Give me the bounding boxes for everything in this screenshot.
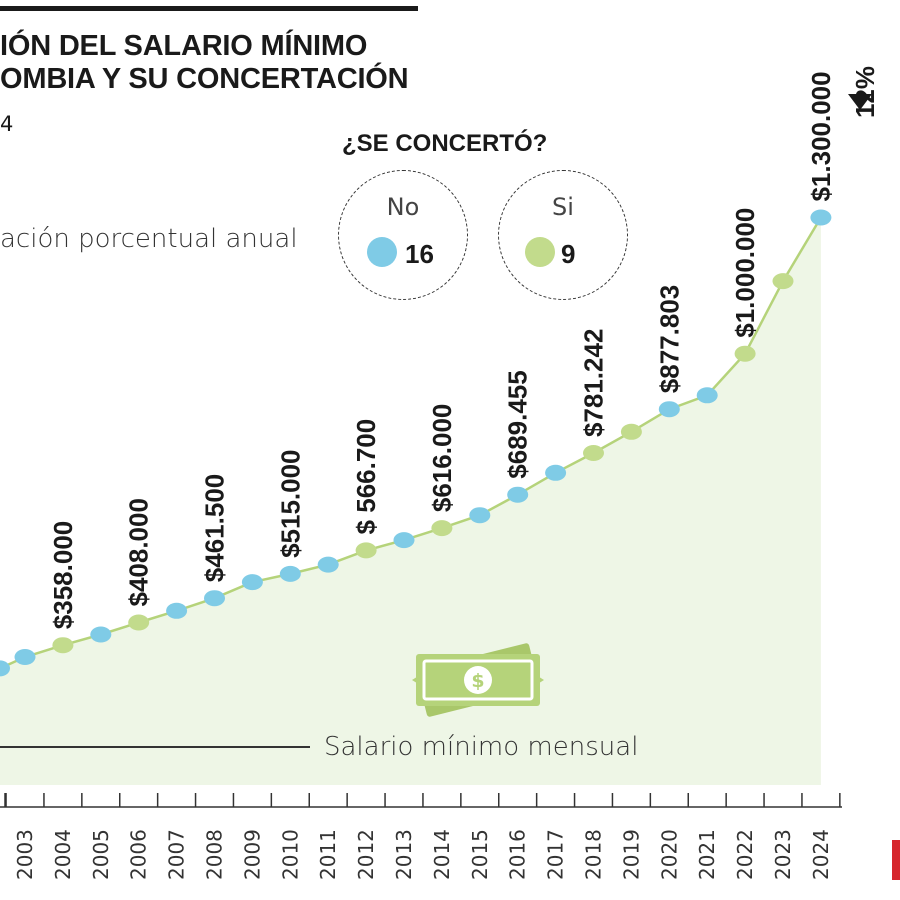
data-label: $616.000 — [427, 404, 457, 512]
data-point — [431, 520, 453, 537]
x-tick-label: 2007 — [165, 829, 189, 880]
publisher-logo — [892, 840, 900, 880]
data-point — [355, 542, 377, 559]
data-point — [279, 565, 301, 582]
data-point — [0, 660, 10, 677]
data-point — [90, 626, 112, 643]
x-tick-label: 2018 — [582, 829, 606, 880]
x-tick-label: 2011 — [316, 829, 340, 880]
x-tick-label: 2016 — [506, 829, 530, 880]
x-tick-label: 2024 — [809, 829, 833, 880]
legend-salary-line — [0, 746, 310, 748]
x-tick-label: 2013 — [392, 829, 416, 880]
data-label: $408.000 — [124, 498, 154, 606]
chart-subtitle: 4 — [0, 112, 14, 136]
x-tick-label: 2017 — [544, 829, 568, 880]
x-tick-label: 2012 — [354, 829, 378, 880]
data-point — [810, 209, 832, 226]
data-label: $ 566.700 — [351, 419, 381, 535]
chart-area-fill — [0, 217, 821, 785]
legend-si-dot — [525, 237, 555, 267]
chart-title-line-1: IÓN DEL SALARIO MÍNIMO — [0, 30, 368, 62]
data-point — [469, 507, 491, 524]
data-point — [52, 637, 74, 654]
data-point — [545, 464, 567, 481]
legend-no-count: 16 — [405, 239, 434, 269]
chart-title-line-2: OMBIA Y SU CONCERTACIÓN — [0, 63, 409, 95]
data-label: $515.000 — [275, 449, 305, 557]
legend-no-circle: No 16 — [338, 170, 468, 300]
x-tick-label: 2023 — [771, 829, 795, 880]
data-label: $461.500 — [200, 474, 230, 582]
data-point — [507, 486, 529, 503]
data-label: $1.300.000 — [806, 71, 836, 201]
legend-no-dot — [367, 237, 397, 267]
legend-no-label: No — [386, 193, 420, 221]
legend-si-count: 9 — [561, 239, 576, 269]
data-point — [583, 445, 604, 461]
concertation-title: ¿SE CONCERTÓ? — [342, 130, 548, 157]
data-label: $877.803 — [654, 285, 684, 393]
data-label: $781.242 — [579, 329, 609, 437]
x-tick-label: 2020 — [657, 829, 681, 880]
data-point — [658, 401, 680, 418]
x-tick-label: 2015 — [468, 829, 492, 880]
data-point — [393, 532, 415, 549]
increase-arrow-icon — [848, 94, 872, 110]
legend-percent-label: ación porcentual anual — [0, 224, 298, 254]
legend-si-circle: Si 9 — [498, 170, 628, 300]
x-tick-label: 2005 — [89, 829, 113, 880]
x-tick-label: 2022 — [733, 829, 757, 880]
x-tick-label: 2004 — [51, 829, 75, 880]
data-point — [772, 273, 794, 290]
x-tick-label: 2009 — [240, 829, 264, 880]
money-bill-icon-front: $ — [412, 654, 544, 706]
x-tick-label: 2021 — [695, 829, 719, 880]
x-tick-label: 2006 — [127, 829, 151, 880]
title-rule — [0, 6, 418, 11]
legend-salary-label: Salario mínimo mensual — [324, 732, 639, 762]
x-tick-label: 2010 — [278, 829, 302, 880]
data-point — [317, 556, 339, 573]
data-point — [620, 423, 642, 440]
legend-si-label: Si — [552, 193, 574, 221]
data-point — [166, 602, 188, 619]
data-label: $689.455 — [503, 370, 533, 478]
data-label: $358.000 — [48, 521, 78, 629]
data-label: $1.000.000 — [730, 208, 760, 338]
data-point — [241, 574, 263, 591]
data-point — [128, 614, 150, 631]
data-point — [204, 590, 225, 607]
data-point — [696, 387, 718, 404]
svg-text:$: $ — [471, 670, 484, 692]
x-tick-label: 2003 — [13, 829, 37, 880]
x-tick-label: 2008 — [203, 829, 227, 880]
data-point — [734, 345, 756, 362]
x-tick-label: 2014 — [430, 829, 454, 880]
data-point — [14, 649, 36, 665]
x-tick-label: 2019 — [619, 829, 643, 880]
